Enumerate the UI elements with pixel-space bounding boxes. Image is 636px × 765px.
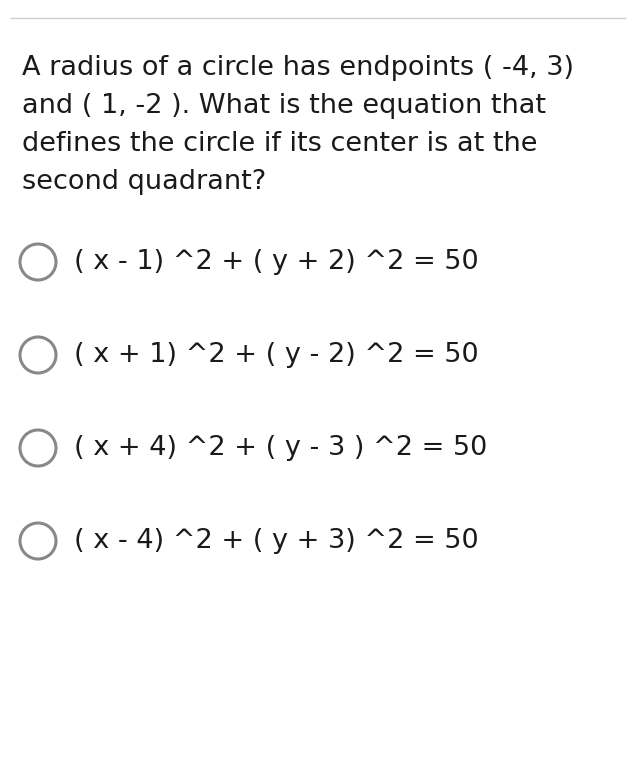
Text: ( x - 4) ^2 + ( y + 3) ^2 = 50: ( x - 4) ^2 + ( y + 3) ^2 = 50 <box>74 528 479 554</box>
Text: ( x - 1) ^2 + ( y + 2) ^2 = 50: ( x - 1) ^2 + ( y + 2) ^2 = 50 <box>74 249 479 275</box>
Text: second quadrant?: second quadrant? <box>22 169 266 195</box>
Text: and ( 1, -2 ). What is the equation that: and ( 1, -2 ). What is the equation that <box>22 93 546 119</box>
Text: A radius of a circle has endpoints ( -4, 3): A radius of a circle has endpoints ( -4,… <box>22 55 574 81</box>
Text: ( x + 4) ^2 + ( y - 3 ) ^2 = 50: ( x + 4) ^2 + ( y - 3 ) ^2 = 50 <box>74 435 487 461</box>
Text: defines the circle if its center is at the: defines the circle if its center is at t… <box>22 131 537 157</box>
Text: ( x + 1) ^2 + ( y - 2) ^2 = 50: ( x + 1) ^2 + ( y - 2) ^2 = 50 <box>74 342 479 368</box>
